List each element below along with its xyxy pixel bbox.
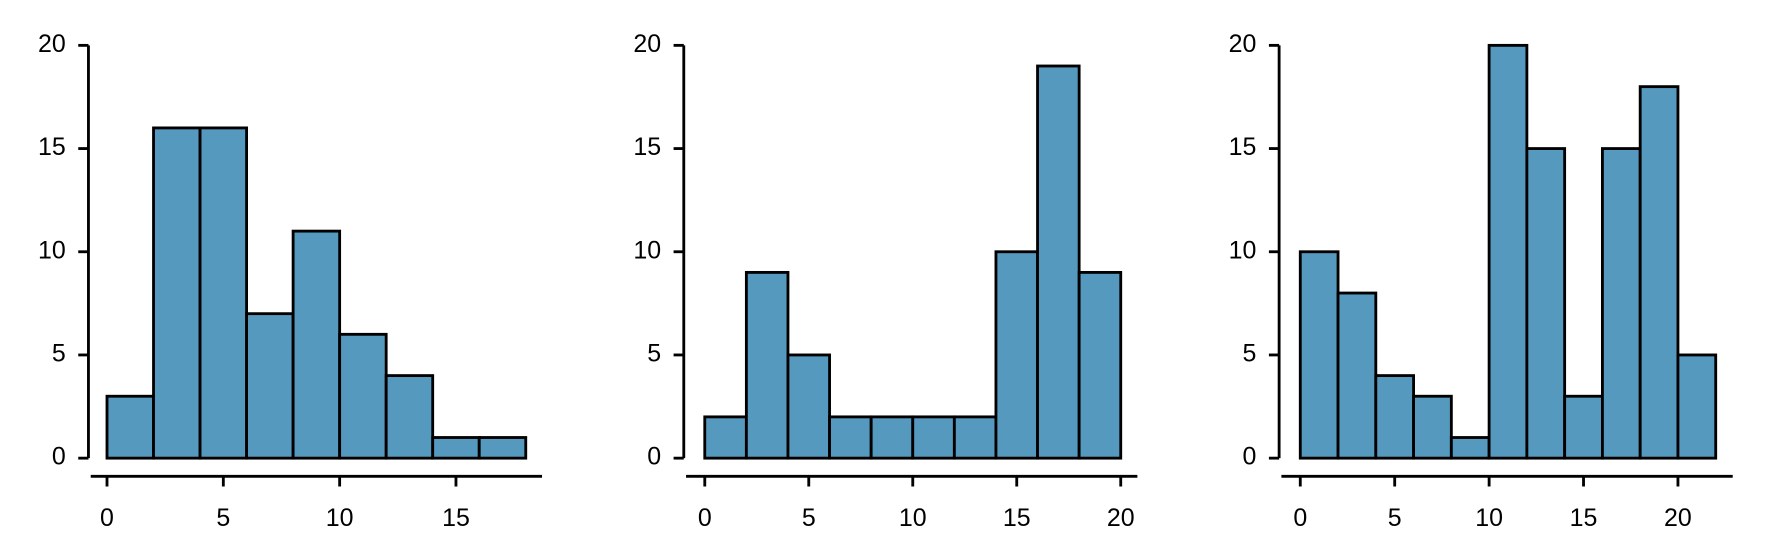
bar [1600, 147, 1642, 460]
bar [1412, 394, 1453, 460]
bar [703, 415, 748, 460]
y-tick-label: 5 [1243, 340, 1257, 368]
x-tick-label: 5 [802, 504, 816, 532]
bar [152, 126, 202, 460]
bar [477, 436, 528, 460]
y-tick-label: 0 [1243, 443, 1257, 471]
bar [1487, 43, 1529, 460]
bar [1374, 374, 1415, 460]
bar [431, 436, 481, 460]
bar [291, 229, 342, 460]
bar [994, 250, 1039, 460]
bar [1077, 270, 1123, 460]
bar [338, 332, 388, 460]
y-tick-label: 10 [633, 236, 661, 264]
bar [1298, 250, 1340, 460]
bar [245, 312, 295, 460]
x-tick-label: 0 [698, 504, 712, 532]
y-tick-label: 0 [647, 443, 661, 471]
bar [1638, 85, 1680, 460]
bar [1449, 436, 1491, 460]
bar [198, 126, 249, 460]
bar [1563, 394, 1604, 460]
y-tick-label: 20 [1229, 30, 1257, 58]
bar [786, 353, 831, 460]
bar [1336, 291, 1378, 460]
y-tick-label: 0 [52, 443, 66, 471]
bar [1676, 353, 1718, 460]
bar [744, 270, 790, 460]
x-tick-label: 15 [1570, 504, 1598, 532]
x-tick-label: 10 [326, 504, 354, 532]
x-tick-label: 5 [216, 504, 230, 532]
x-tick-label: 0 [1293, 504, 1307, 532]
y-tick-label: 15 [38, 133, 66, 161]
bar [1036, 64, 1081, 460]
bar [384, 374, 435, 460]
y-tick-label: 15 [1229, 133, 1257, 161]
bar [1525, 147, 1567, 460]
y-tick-label: 15 [633, 133, 661, 161]
y-tick-label: 10 [38, 236, 66, 264]
x-tick-label: 5 [1388, 504, 1402, 532]
bar [911, 415, 956, 460]
x-tick-label: 20 [1664, 504, 1692, 532]
y-tick-label: 20 [38, 30, 66, 58]
x-tick-label: 15 [1003, 504, 1031, 532]
x-tick-label: 15 [442, 504, 470, 532]
y-tick-label: 5 [52, 340, 66, 368]
x-tick-label: 20 [1107, 504, 1135, 532]
bar [952, 415, 998, 460]
y-tick-label: 10 [1229, 236, 1257, 264]
bar [828, 415, 873, 460]
y-tick-label: 5 [647, 340, 661, 368]
x-tick-label: 10 [1475, 504, 1503, 532]
bar [105, 394, 155, 460]
y-tick-label: 20 [633, 30, 661, 58]
x-tick-label: 0 [100, 504, 114, 532]
x-tick-label: 10 [899, 504, 927, 532]
bar [869, 415, 915, 460]
